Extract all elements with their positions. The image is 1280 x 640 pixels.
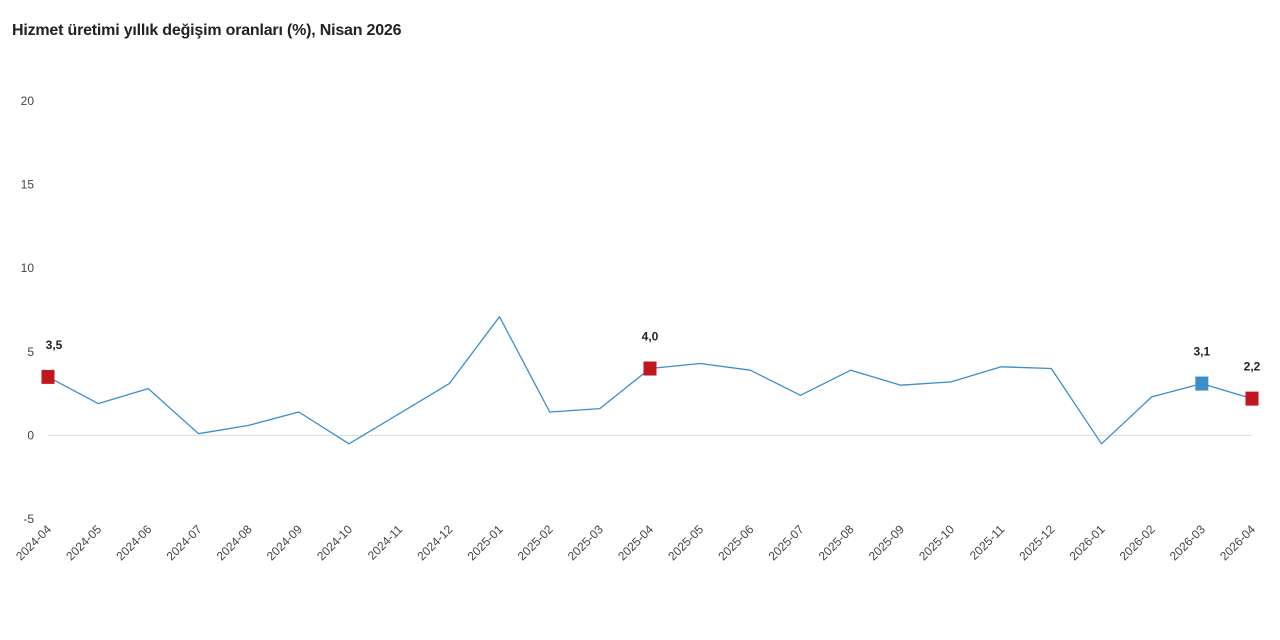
x-tick-label: 2025-10 — [916, 522, 957, 563]
x-tick-label: 2025-04 — [615, 522, 656, 563]
highlight-markers: 3,5 4,0 3,1 2,2 — [41, 330, 1261, 406]
data-point — [949, 380, 953, 384]
y-tick-label: -5 — [23, 512, 34, 526]
x-tick-label: 2024-04 — [13, 522, 54, 563]
highlight-marker — [1195, 376, 1209, 391]
highlight-marker — [1245, 391, 1259, 406]
x-tick-label: 2025-12 — [1016, 522, 1057, 563]
x-tick-label: 2026-03 — [1167, 522, 1208, 563]
data-label: 3,1 — [1193, 345, 1210, 359]
x-tick-label: 2025-02 — [515, 522, 556, 563]
x-tick-label: 2025-05 — [665, 522, 706, 563]
x-tick-label: 2025-06 — [715, 522, 756, 563]
data-point — [96, 402, 100, 406]
x-tick-label: 2024-05 — [63, 522, 104, 563]
data-point — [1150, 395, 1154, 399]
y-tick-label: 0 — [27, 428, 34, 442]
data-point — [849, 368, 853, 372]
x-tick-label: 2024-11 — [365, 522, 406, 563]
data-point — [899, 383, 903, 387]
data-point — [548, 410, 552, 414]
x-tick-label: 2024-09 — [264, 522, 305, 563]
x-tick-label: 2026-02 — [1117, 522, 1158, 563]
data-point — [598, 407, 602, 411]
x-tick-label: 2025-09 — [866, 522, 907, 563]
data-label: 2,2 — [1244, 360, 1261, 374]
x-axis: 2024-04 2024-05 2024-06 2024-07 2024-08 2024-… — [13, 522, 1258, 563]
data-point — [698, 362, 702, 366]
x-tick-label: 2025-01 — [465, 522, 506, 563]
data-point — [799, 393, 803, 397]
x-tick-label: 2025-11 — [967, 522, 1008, 563]
x-tick-label: 2026-04 — [1217, 522, 1258, 563]
x-tick-label: 2024-10 — [314, 522, 355, 563]
chart-title: Hizmet üretimi yıllık değişim oranları (… — [12, 22, 402, 39]
data-point — [397, 412, 401, 416]
data-point — [447, 382, 451, 386]
x-tick-label: 2025-03 — [565, 522, 606, 563]
y-tick-label: 10 — [21, 261, 35, 275]
y-tick-label: 20 — [21, 94, 35, 108]
data-point — [146, 387, 150, 391]
highlight-marker — [41, 369, 55, 384]
data-point — [999, 365, 1003, 369]
data-label: 3,5 — [46, 338, 63, 352]
y-tick-label: 5 — [27, 345, 34, 359]
data-label: 4,0 — [642, 330, 659, 344]
data-point — [498, 315, 502, 319]
highlight-marker — [643, 361, 657, 376]
x-tick-label: 2024-06 — [113, 522, 154, 563]
x-tick-label: 2024-07 — [164, 522, 205, 563]
data-point — [347, 442, 351, 446]
data-point — [197, 432, 201, 436]
x-tick-label: 2026-01 — [1067, 522, 1108, 563]
data-point — [1049, 367, 1053, 371]
data-point — [748, 368, 752, 372]
x-tick-label: 2024-12 — [414, 522, 455, 563]
x-tick-label: 2024-08 — [214, 522, 255, 563]
data-point — [247, 423, 251, 427]
x-tick-label: 2025-08 — [816, 522, 857, 563]
data-point — [297, 410, 301, 414]
data-point — [1100, 442, 1104, 446]
x-tick-label: 2025-07 — [766, 522, 807, 563]
y-tick-label: 15 — [21, 178, 35, 192]
y-axis: -5 0 5 10 15 20 — [21, 94, 35, 526]
